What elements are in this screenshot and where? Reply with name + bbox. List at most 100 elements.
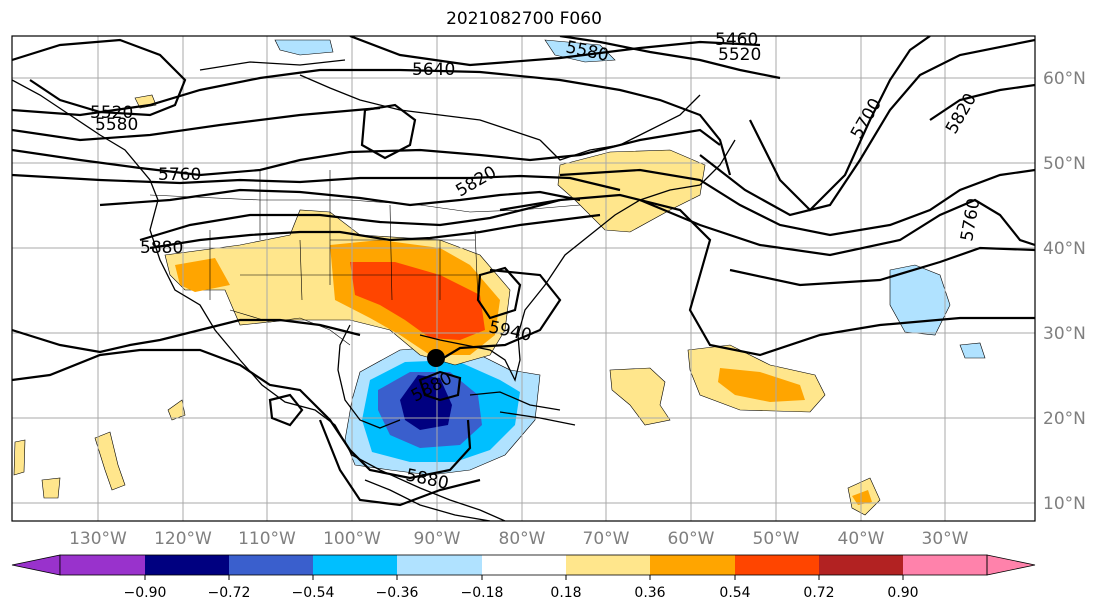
colorbar-tick-label: −0.72 [208, 585, 251, 601]
latitude-label: 40°N [1043, 239, 1086, 259]
graticule [12, 36, 1035, 521]
latitude-label: 30°N [1043, 324, 1086, 344]
longitude-label: 50°W [753, 529, 800, 549]
anomaly-patch-orange [718, 368, 805, 402]
latitude-label: 20°N [1043, 409, 1086, 429]
contour-label: 5700 [847, 95, 886, 142]
contour-line [99, 188, 581, 207]
contour-label: 5820 [942, 90, 981, 137]
height-contours [12, 36, 1035, 507]
contour-label: 5520 [718, 45, 761, 65]
contour-line [499, 193, 1035, 357]
anomaly-patch-red [350, 262, 485, 340]
longitude-label: 30°W [922, 529, 969, 549]
anomaly-patch-yellow [41, 477, 61, 499]
anomaly-patch-orange [852, 490, 872, 505]
contour-label: 5640 [412, 60, 455, 80]
colorbar-segment [903, 555, 987, 575]
anomaly-patch-light-blue [889, 264, 951, 336]
contour-line [12, 106, 381, 142]
contour-line [418, 370, 462, 402]
contour-line [749, 36, 931, 212]
contour-label: 5760 [957, 197, 984, 243]
longitude-label: 130°W [69, 529, 127, 549]
contour-line [12, 68, 732, 176]
colorbar-segment [566, 555, 650, 575]
colorbar-tick-label: −0.18 [461, 585, 504, 601]
anomaly-patch-yellow [609, 367, 671, 426]
colorbar-tick-label: 0.90 [887, 585, 918, 601]
contour-label: 5760 [158, 165, 201, 185]
anomaly-patch-navy [400, 375, 452, 430]
longitude-label: 40°W [838, 529, 885, 549]
contour-line [12, 128, 721, 177]
colorbar-extend-high [986, 554, 1036, 576]
colorbar-tick-label: 0.54 [719, 585, 750, 601]
longitude-label: 70°W [583, 529, 630, 549]
latitude-labels: 60°N 50°N 40°N 30°N 20°N 10°N [1043, 69, 1086, 514]
anomaly-patch-yellow [167, 399, 186, 421]
colorbar-tick-label: 0.72 [803, 585, 834, 601]
longitude-label: 90°W [414, 529, 461, 549]
colorbar-segment [819, 555, 903, 575]
longitude-labels: 130°W 120°W 110°W 100°W 90°W 80°W 70°W 6… [69, 529, 969, 549]
contour-label: 5520 [90, 103, 133, 123]
contour-label: 5580 [95, 115, 138, 135]
colorbar-segment [313, 555, 397, 575]
contour-line [12, 38, 187, 117]
contour-label: 5880 [140, 238, 183, 258]
colorbar-extend-low [11, 554, 61, 576]
latitude-label: 60°N [1043, 69, 1086, 89]
contour-line [360, 103, 417, 160]
contour-line [929, 83, 1035, 121]
colorbar: −0.90 −0.72 −0.54 −0.36 −0.18 0.18 0.36 … [11, 554, 1036, 601]
anomaly-patch-orange [175, 258, 230, 292]
colorbar-tick-label: 0.36 [634, 585, 665, 601]
anomaly-patch-yellow [557, 149, 706, 233]
contour-line [149, 213, 601, 250]
colorbar-segment [60, 555, 145, 575]
colorbar-tick-label: −0.90 [124, 585, 167, 601]
contour-line [559, 36, 781, 80]
contour-line [318, 419, 481, 507]
contour-line [349, 36, 761, 67]
contour-line [12, 348, 472, 480]
map-frame [11, 35, 1036, 522]
contour-line [12, 173, 621, 192]
colorbar-segment [735, 555, 819, 575]
anomaly-patch-yellow [13, 439, 26, 476]
anomaly-patch-light-blue [544, 39, 616, 63]
anomaly-patch-yellow [94, 431, 126, 491]
anomaly-fill-layer [13, 39, 986, 516]
colorbar-segment [145, 555, 229, 575]
colorbar-segment [482, 555, 566, 575]
longitude-label: 60°W [668, 529, 715, 549]
colorbar-segment [229, 555, 313, 575]
contour-label: 5460 [715, 30, 758, 50]
storm-center-marker [427, 349, 445, 367]
longitude-label: 80°W [499, 529, 546, 549]
contour-line [729, 246, 1035, 287]
anomaly-patch-light-blue [959, 342, 986, 359]
contour-line [639, 198, 1035, 257]
colorbar-tick-label: −0.36 [376, 585, 419, 601]
anomaly-patch-light-blue [274, 39, 334, 56]
latitude-label: 50°N [1043, 154, 1086, 174]
longitude-label: 100°W [323, 529, 381, 549]
contour-line [699, 38, 1035, 217]
contour-line [268, 393, 304, 427]
contour-line [559, 168, 1035, 237]
contour-line [139, 198, 561, 242]
contour-line [12, 318, 361, 354]
map-title: 2021082700 F060 [446, 9, 602, 29]
contour-line [476, 266, 522, 320]
colorbar-segment [650, 555, 735, 575]
contour-line [439, 268, 562, 361]
longitude-label: 120°W [154, 529, 212, 549]
colorbar-tick-label: −0.54 [292, 585, 335, 601]
colorbar-tick-label: 0.18 [550, 585, 581, 601]
colorbar-segment [397, 555, 482, 575]
longitude-label: 110°W [238, 529, 296, 549]
latitude-label: 10°N [1043, 494, 1086, 514]
